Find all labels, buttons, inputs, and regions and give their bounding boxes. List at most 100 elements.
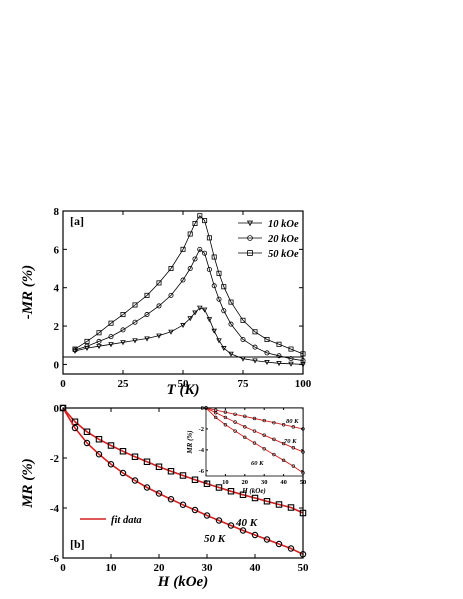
panel-a-point (288, 346, 294, 352)
legend-marker (246, 220, 254, 227)
panel-a-series-line-2 (74, 215, 304, 355)
inset-point (281, 423, 286, 427)
panel-a-point (216, 338, 222, 344)
panel-a-point (156, 333, 162, 339)
inset-point (243, 425, 247, 429)
inset-label-70k: 70 K (284, 438, 297, 445)
panel-a-point (202, 218, 208, 224)
panel-a-point (276, 353, 282, 359)
panel-b-point (83, 428, 91, 435)
inset-fit-curve-0 (205, 407, 304, 430)
panel-a-point (264, 350, 270, 356)
panel-a-point (206, 317, 213, 323)
panel-a-point (84, 343, 90, 349)
inset-fit-curve-1 (205, 407, 304, 453)
inset-label-80k: 80 K (286, 418, 299, 425)
inset-point (281, 458, 286, 463)
panel-b-point (275, 501, 283, 508)
inset-frame (205, 407, 304, 477)
panel-a-point (180, 246, 186, 252)
legend-marker (247, 250, 253, 256)
panel-a-point (211, 283, 217, 289)
inset-point (272, 420, 276, 425)
inset-series-group (204, 406, 305, 475)
panel-b-xtick-label: 30 (202, 562, 214, 574)
inset-point (223, 423, 228, 427)
panel-b-point (191, 506, 199, 514)
panel-a-point (228, 321, 234, 327)
panel-b-point (167, 467, 175, 475)
panel-b-point (275, 540, 283, 548)
panel-b-xtick-label: 10 (106, 562, 118, 574)
inset-ytick-label: 0 (201, 405, 204, 412)
panel-b-point (239, 527, 247, 534)
inset-point (223, 410, 228, 414)
panel-a-point (156, 303, 162, 309)
panel-a-point (120, 340, 126, 346)
inset-point (233, 412, 237, 416)
legend-label: 50 kOe (268, 249, 299, 260)
panel-b-point (263, 497, 271, 505)
inset-point (223, 415, 228, 420)
panel-a-tag: [a] (70, 214, 84, 228)
inset-xtick-label: 10 (222, 479, 229, 486)
panel-b-tag: [b] (70, 537, 85, 551)
panel-a-point (192, 220, 198, 226)
panel-a-point (168, 329, 174, 335)
inset-point (291, 446, 295, 450)
panel-a-xtick-label: 25 (118, 378, 130, 390)
panel-a-ytick-label: 0 (54, 359, 60, 371)
panel-b-point (167, 495, 175, 503)
panel-b-ytick-label: -4 (50, 503, 60, 515)
panel-a-point (202, 250, 208, 256)
panel-b-point (71, 418, 79, 425)
inset-point (262, 418, 266, 423)
panel-b-point (179, 501, 187, 508)
panel-a-point (144, 292, 150, 298)
panel-b-point (215, 517, 223, 524)
panel-b-fit-curve-1 (62, 407, 304, 556)
panel-a-point (168, 266, 174, 272)
panel-a-series-line-1 (74, 248, 304, 361)
panel-a-point (96, 330, 102, 336)
panel-a-point (206, 235, 212, 241)
panel-a-ytick-label: 4 (54, 283, 60, 295)
panel-a-point (211, 254, 217, 260)
inset-point (281, 441, 286, 446)
panel-a-point (187, 316, 193, 322)
inset-point (214, 411, 218, 415)
panel-a-ytick-label: 2 (54, 321, 60, 333)
panel-a-ticks: 0 25 50 75 100 0 2 4 6 8 (54, 206, 312, 390)
inset-point (233, 420, 237, 424)
panel-a-point (187, 266, 193, 272)
panel-a-point (288, 361, 294, 367)
panel-b-point (263, 536, 271, 543)
panel-b-point (143, 484, 151, 491)
inset-bg (206, 408, 303, 476)
panel-a-point (201, 307, 208, 313)
panel-a-frame (62, 210, 304, 375)
inset-point (262, 433, 266, 437)
inset-ylabel: MR (%) (186, 430, 194, 454)
inset-point (243, 435, 247, 439)
panel-a-point (96, 344, 102, 350)
inset-point (214, 415, 218, 420)
panel-a-point (192, 310, 198, 316)
panel-a-point (108, 320, 114, 326)
panel-a-point (180, 277, 186, 283)
panel-b-point (215, 484, 223, 491)
panel-a-point (120, 312, 126, 318)
panel-b-xtick-label: 40 (250, 562, 262, 574)
panel-a-point (252, 358, 258, 364)
panel-a-point (192, 256, 198, 262)
panel-a-xtick-label: 50 (178, 378, 190, 390)
panel-b-point (131, 453, 139, 460)
panel-b-point (239, 491, 247, 498)
inset-label-60k: 60 K (251, 460, 264, 467)
panel-a-point (187, 231, 193, 237)
panel-a-point (276, 361, 282, 367)
inset: 0 10 20 30 40 50 0 -2 -4 -6 80 K 70 K 60 K H (kOe… (186, 405, 306, 495)
series-label-50k: 50 K (204, 533, 226, 545)
panel-b-frame (62, 407, 304, 559)
inset-point (272, 437, 276, 442)
